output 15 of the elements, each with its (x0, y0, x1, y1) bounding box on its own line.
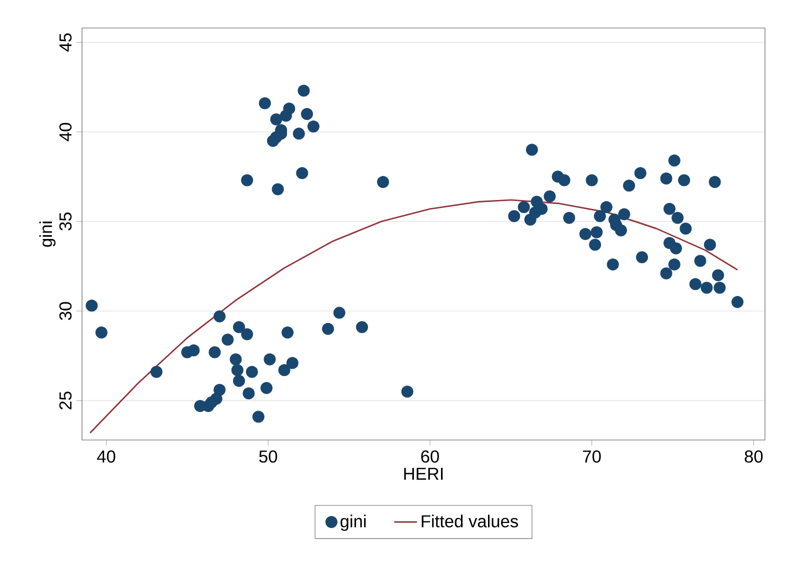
y-tick-label: 40 (59, 122, 72, 142)
legend-label: Fitted values (422, 514, 518, 528)
y-tick-label: 30 (59, 302, 72, 320)
y-tick-label: 45 (60, 33, 72, 52)
y-tick-label: 35 (59, 212, 72, 230)
line-series (89, 199, 738, 434)
y-axis-title: gini (39, 222, 56, 247)
x-tick-label: 60 (421, 450, 439, 463)
legend-label: gini (340, 514, 366, 531)
x-tick-label: 70 (583, 450, 601, 463)
x-tick-label: 50 (259, 450, 278, 463)
y-tick-label: 25 (59, 392, 72, 410)
x-axis-title: HERI (404, 468, 443, 480)
x-tick-label: 40 (97, 450, 116, 463)
x-tick-label: 80 (744, 450, 763, 463)
